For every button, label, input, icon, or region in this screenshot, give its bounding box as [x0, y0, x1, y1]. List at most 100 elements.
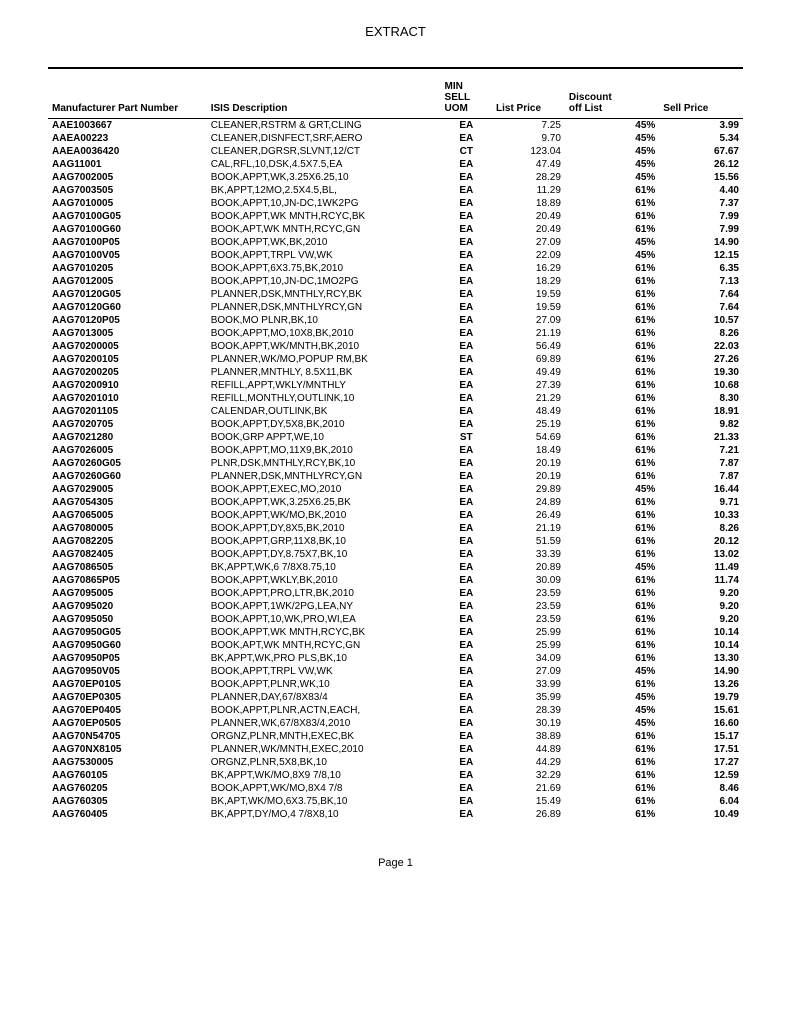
cell-price: 20.19 — [492, 470, 565, 483]
cell-desc: ORGNZ,PLNR,5X8,BK,10 — [207, 756, 441, 769]
cell-sell: 15.17 — [659, 730, 743, 743]
cell-disc: 61% — [565, 197, 659, 210]
cell-part: AAG70950G05 — [48, 626, 207, 639]
cell-disc: 61% — [565, 379, 659, 392]
cell-part: AAEA00223 — [48, 132, 207, 145]
cell-part: AAG70100P05 — [48, 236, 207, 249]
cell-sell: 7.64 — [659, 288, 743, 301]
cell-disc: 61% — [565, 522, 659, 535]
cell-desc: BOOK,APPT,DY,8.75X7,BK,10 — [207, 548, 441, 561]
cell-sell: 22.03 — [659, 340, 743, 353]
cell-desc: BOOK,APPT,DY,5X8,BK,2010 — [207, 418, 441, 431]
cell-disc: 61% — [565, 392, 659, 405]
cell-uom: EA — [441, 808, 492, 821]
table-row: AAG7095020BOOK,APPT,1WK/2PG,LEA,NYEA23.5… — [48, 600, 743, 613]
cell-price: 123.04 — [492, 145, 565, 158]
cell-sell: 15.61 — [659, 704, 743, 717]
cell-disc: 45% — [565, 665, 659, 678]
table-row: AAG760305BK,APT,WK/MO,6X3.75,BK,10EA15.4… — [48, 795, 743, 808]
table-row: AAG7003505BK,APPT,12MO,2.5X4.5,BL,EA11.2… — [48, 184, 743, 197]
cell-disc: 45% — [565, 561, 659, 574]
cell-disc: 61% — [565, 756, 659, 769]
cell-part: AAG7530005 — [48, 756, 207, 769]
cell-desc: BOOK,APPT,WK,BK,2010 — [207, 236, 441, 249]
cell-disc: 61% — [565, 431, 659, 444]
cell-desc: CAL,RFL,10,DSK,4.5X7.5,EA — [207, 158, 441, 171]
table-row: AAG11001CAL,RFL,10,DSK,4.5X7.5,EAEA47.49… — [48, 158, 743, 171]
cell-desc: BK,APPT,12MO,2.5X4.5,BL, — [207, 184, 441, 197]
cell-desc: BOOK,APPT,WK MNTH,RCYC,BK — [207, 210, 441, 223]
cell-price: 29.89 — [492, 483, 565, 496]
cell-part: AAG760305 — [48, 795, 207, 808]
cell-sell: 4.40 — [659, 184, 743, 197]
cell-desc: BOOK,APPT,10,JN-DC,1MO2PG — [207, 275, 441, 288]
cell-disc: 61% — [565, 808, 659, 821]
cell-uom: EA — [441, 587, 492, 600]
cell-desc: CALENDAR,OUTLINK,BK — [207, 405, 441, 418]
table-row: AAG7080005BOOK,APPT,DY,8X5,BK,2010EA21.1… — [48, 522, 743, 535]
cell-disc: 61% — [565, 795, 659, 808]
cell-price: 27.09 — [492, 314, 565, 327]
table-row: AAG7020705BOOK,APPT,DY,5X8,BK,2010EA25.1… — [48, 418, 743, 431]
cell-sell: 6.04 — [659, 795, 743, 808]
cell-uom: EA — [441, 223, 492, 236]
cell-desc: BOOK,APPT,MO,10X8,BK,2010 — [207, 327, 441, 340]
table-row: AAG70200205PLANNER,MNTHLY, 8.5X11,BKEA49… — [48, 366, 743, 379]
cell-disc: 45% — [565, 158, 659, 171]
cell-price: 27.09 — [492, 236, 565, 249]
cell-desc: BOOK,MO PLNR,BK,10 — [207, 314, 441, 327]
cell-price: 30.19 — [492, 717, 565, 730]
cell-uom: EA — [441, 418, 492, 431]
cell-disc: 45% — [565, 717, 659, 730]
cell-uom: EA — [441, 171, 492, 184]
table-row: AAG7010005BOOK,APPT,10,JN-DC,1WK2PGEA18.… — [48, 197, 743, 210]
cell-sell: 7.64 — [659, 301, 743, 314]
cell-part: AAG7082405 — [48, 548, 207, 561]
table-row: AAG7530005ORGNZ,PLNR,5X8,BK,10EA44.2961%… — [48, 756, 743, 769]
cell-uom: EA — [441, 574, 492, 587]
cell-desc: BOOK,APPT,WK MNTH,RCYC,BK — [207, 626, 441, 639]
cell-part: AAG70100G60 — [48, 223, 207, 236]
cell-price: 23.59 — [492, 587, 565, 600]
cell-desc: BOOK,APPT,DY,8X5,BK,2010 — [207, 522, 441, 535]
cell-desc: ORGNZ,PLNR,MNTH,EXEC,BK — [207, 730, 441, 743]
cell-uom: EA — [441, 353, 492, 366]
cell-uom: EA — [441, 197, 492, 210]
cell-disc: 61% — [565, 587, 659, 600]
cell-disc: 61% — [565, 600, 659, 613]
cell-uom: EA — [441, 249, 492, 262]
cell-desc: BOOK,APPT,TRPL VW,WK — [207, 665, 441, 678]
cell-price: 21.69 — [492, 782, 565, 795]
cell-sell: 7.13 — [659, 275, 743, 288]
cell-price: 22.09 — [492, 249, 565, 262]
cell-sell: 9.20 — [659, 613, 743, 626]
table-row: AAG70200910REFILL,APPT,WKLY/MNTHLYEA27.3… — [48, 379, 743, 392]
cell-desc: CLEANER,DISNFECT,SRF,AERO — [207, 132, 441, 145]
cell-sell: 11.49 — [659, 561, 743, 574]
cell-sell: 8.26 — [659, 327, 743, 340]
table-row: AAG70950V05BOOK,APPT,TRPL VW,WKEA27.0945… — [48, 665, 743, 678]
cell-sell: 13.26 — [659, 678, 743, 691]
cell-disc: 61% — [565, 652, 659, 665]
cell-desc: BOOK,APPT,WK/MO,8X4 7/8 — [207, 782, 441, 795]
cell-disc: 45% — [565, 171, 659, 184]
cell-uom: EA — [441, 522, 492, 535]
cell-sell: 9.20 — [659, 600, 743, 613]
cell-sell: 26.12 — [659, 158, 743, 171]
table-row: AAG7054305BOOK,APPT,WK,3.25X6.25,BKEA24.… — [48, 496, 743, 509]
table-row: AAG70100G60BOOK,APT,WK MNTH,RCYC,GNEA20.… — [48, 223, 743, 236]
cell-sell: 11.74 — [659, 574, 743, 587]
cell-uom: EA — [441, 613, 492, 626]
cell-sell: 7.99 — [659, 223, 743, 236]
cell-disc: 61% — [565, 223, 659, 236]
cell-desc: BK,APPT,DY/MO,4 7/8X8,10 — [207, 808, 441, 821]
cell-uom: EA — [441, 782, 492, 795]
cell-price: 49.49 — [492, 366, 565, 379]
table-row: AAG7095050BOOK,APPT,10,WK,PRO,WI,EAEA23.… — [48, 613, 743, 626]
cell-disc: 45% — [565, 249, 659, 262]
cell-uom: EA — [441, 288, 492, 301]
cell-sell: 5.34 — [659, 132, 743, 145]
cell-part: AAG70EP0105 — [48, 678, 207, 691]
cell-disc: 61% — [565, 626, 659, 639]
table-row: AAG70100P05BOOK,APPT,WK,BK,2010EA27.0945… — [48, 236, 743, 249]
